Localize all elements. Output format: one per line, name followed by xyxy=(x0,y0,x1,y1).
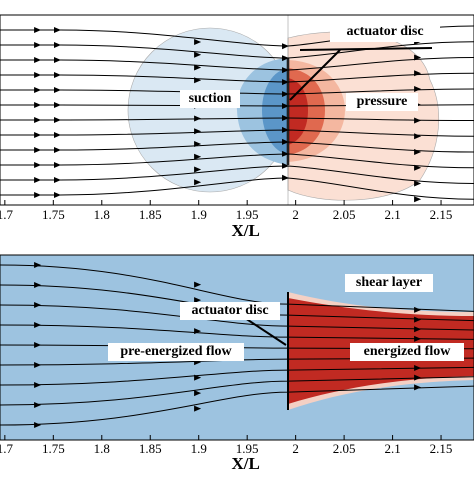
x-tick-label: 1.85 xyxy=(139,441,162,456)
streamline xyxy=(0,114,474,124)
x-tick-label: 1.95 xyxy=(236,207,259,222)
x-axis-label: X/L xyxy=(231,221,259,240)
label-bg xyxy=(180,90,240,108)
x-tick-label: 1.7 xyxy=(0,441,13,456)
x-tick-label: 2.05 xyxy=(333,441,356,456)
annotation: shear layer xyxy=(356,275,422,290)
x-tick-label: 2.15 xyxy=(430,207,453,222)
x-tick-label: 2 xyxy=(292,441,299,456)
x-tick-label: 1.9 xyxy=(191,441,207,456)
label-bg xyxy=(180,302,280,320)
x-tick-label: 1.75 xyxy=(42,207,65,222)
x-tick-label: 2.05 xyxy=(333,207,356,222)
x-tick-label: 1.9 xyxy=(191,207,207,222)
streamline xyxy=(0,126,474,139)
streamline xyxy=(0,385,474,426)
streamline xyxy=(0,86,474,98)
x-tick-label: 1.7 xyxy=(0,207,13,222)
label-bg xyxy=(350,343,464,361)
label-bg xyxy=(345,274,433,292)
label-bg xyxy=(330,22,440,42)
streamline xyxy=(0,138,474,154)
x-tick-label: 1.8 xyxy=(94,207,110,222)
annotation: energized flow xyxy=(364,344,452,359)
leader xyxy=(244,317,287,346)
annotation: actuator disc xyxy=(346,24,423,39)
leader xyxy=(299,47,433,51)
annotation: actuator disc xyxy=(191,303,268,318)
leader xyxy=(289,49,341,101)
streamline xyxy=(0,357,474,366)
x-tick-label: 1.85 xyxy=(139,207,162,222)
label-bg xyxy=(108,343,244,361)
streamline xyxy=(0,366,474,386)
x-tick-label: 1.75 xyxy=(42,441,65,456)
streamline xyxy=(0,324,474,340)
streamline xyxy=(0,174,474,200)
annotation: suction xyxy=(189,91,232,106)
annotation: pressure xyxy=(357,94,408,109)
x-axis-label: X/L xyxy=(231,454,259,473)
x-tick-label: 2 xyxy=(292,207,299,222)
x-tick-label: 2.1 xyxy=(384,441,400,456)
streamline xyxy=(0,71,474,86)
streamline xyxy=(0,56,474,74)
x-tick-label: 2.1 xyxy=(384,207,400,222)
x-tick-label: 1.95 xyxy=(236,441,259,456)
x-tick-label: 1.8 xyxy=(94,441,110,456)
x-tick-label: 2.15 xyxy=(430,441,453,456)
streamline xyxy=(0,376,474,406)
annotation: pre-energized flow xyxy=(120,344,232,359)
label-bg xyxy=(346,93,418,111)
